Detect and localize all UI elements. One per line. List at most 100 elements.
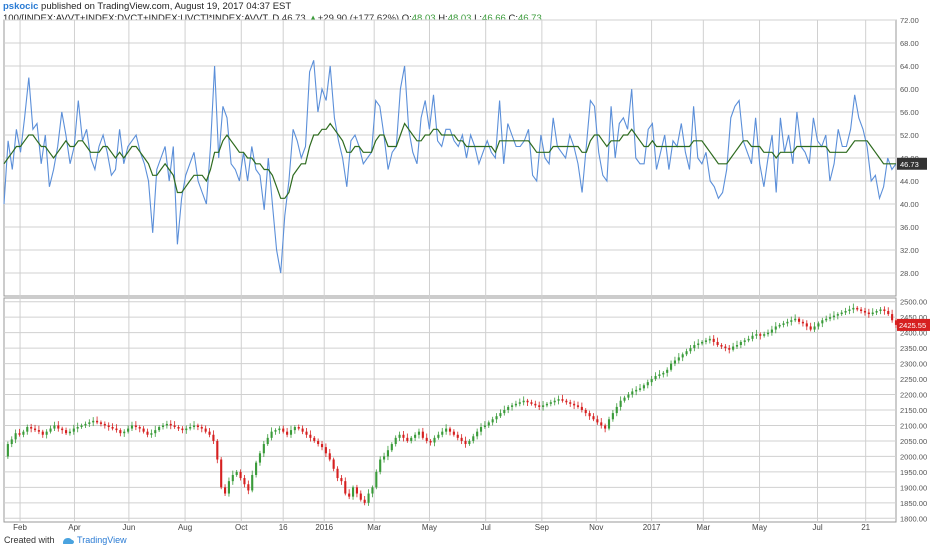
last-value-label: 46.73	[900, 160, 919, 169]
x-tick-label: Jun	[122, 523, 135, 532]
candle-body	[61, 428, 64, 431]
candle-body	[173, 425, 176, 428]
candle-body	[763, 334, 766, 336]
candle-body	[848, 309, 851, 311]
candle-body	[495, 416, 498, 420]
candle-body	[507, 406, 510, 410]
candle-body	[642, 385, 645, 389]
candle-body	[619, 400, 622, 407]
candle-body	[324, 447, 327, 454]
candle-body	[669, 363, 673, 370]
open-value: 48.03	[411, 13, 436, 24]
x-tick-label: 16	[279, 523, 288, 532]
candle-body	[759, 334, 762, 336]
y-tick-label: 32.00	[900, 246, 919, 255]
candle-body	[526, 400, 529, 403]
candle-body	[704, 340, 708, 342]
candle-body	[565, 400, 568, 403]
candle-body	[553, 400, 556, 403]
candle-body	[460, 437, 463, 441]
candle-body	[231, 474, 234, 482]
y-tick-label: 2000.00	[900, 452, 927, 461]
candle-body	[84, 423, 87, 426]
candle-body	[305, 431, 308, 435]
author-name[interactable]: pskocic	[3, 1, 39, 12]
candle-body	[119, 430, 122, 434]
candle-body	[852, 307, 855, 310]
candle-body	[522, 400, 525, 403]
high-value: 48.03	[447, 13, 472, 24]
candle-body	[596, 419, 599, 423]
candle-body	[503, 410, 506, 414]
candle-body	[320, 444, 324, 448]
candle-body	[863, 310, 867, 313]
candle-body	[472, 436, 475, 441]
candle-body	[429, 440, 432, 443]
candle-body	[658, 374, 661, 376]
candle-body	[379, 459, 382, 472]
candle-body	[666, 369, 669, 373]
y-tick-label: 1850.00	[900, 499, 927, 508]
candle-body	[871, 312, 874, 315]
candle-body	[398, 434, 401, 438]
up-arrow-icon: ▲	[308, 13, 318, 24]
candle-body	[57, 425, 60, 429]
candle-body	[309, 434, 312, 438]
candle-body	[348, 493, 351, 497]
candle-body	[332, 459, 335, 469]
candle-body	[80, 425, 83, 428]
candle-body	[821, 320, 824, 324]
open-label: O:	[401, 13, 412, 24]
candle-body	[383, 456, 386, 460]
candle-body	[751, 335, 754, 339]
candle-body	[514, 403, 517, 406]
candle-body	[371, 487, 374, 494]
candle-body	[417, 431, 421, 435]
candle-body	[747, 338, 750, 341]
candle-body	[406, 437, 409, 441]
candle-body	[243, 478, 246, 485]
tradingview-link[interactable]: TradingView	[77, 535, 127, 545]
x-tick-label: May	[752, 523, 767, 532]
candle-body	[390, 444, 393, 451]
tradingview-logo-icon	[63, 538, 75, 545]
candle-body	[355, 487, 358, 494]
candle-body	[588, 413, 591, 417]
candle-body	[437, 434, 440, 438]
candle-body	[569, 402, 572, 404]
candle-body	[604, 425, 607, 429]
y-tick-label: 2200.00	[900, 391, 927, 400]
candle-body	[421, 431, 424, 438]
candle-body	[359, 493, 362, 500]
candle-body	[638, 388, 642, 390]
candle-body	[107, 425, 110, 428]
candle-body	[344, 481, 347, 494]
y-tick-label: 2350.00	[900, 344, 927, 353]
candle-body	[778, 324, 781, 327]
y-tick-label: 40.00	[900, 200, 919, 209]
candle-body	[689, 348, 692, 352]
candle-body	[227, 481, 231, 494]
candle-body	[720, 345, 723, 347]
candle-body	[770, 329, 773, 333]
candle-body	[701, 341, 704, 344]
candle-body	[286, 431, 289, 435]
candle-body	[278, 428, 281, 431]
candle-body	[154, 430, 157, 434]
change-value: +29.90 (+177.62%)	[317, 13, 400, 24]
candle-body	[708, 338, 711, 341]
candle-body	[18, 433, 21, 435]
candle-body	[646, 382, 649, 386]
candle-body	[41, 431, 44, 435]
candle-body	[448, 428, 452, 432]
x-tick-label: Apr	[68, 523, 81, 532]
candle-body	[491, 419, 494, 423]
candle-body	[797, 318, 801, 322]
candle-body	[402, 434, 405, 438]
candle-body	[716, 341, 719, 346]
last-value-tag	[897, 157, 927, 170]
candle-body	[367, 493, 370, 503]
candle-body	[216, 440, 219, 460]
candle-body	[452, 431, 455, 435]
